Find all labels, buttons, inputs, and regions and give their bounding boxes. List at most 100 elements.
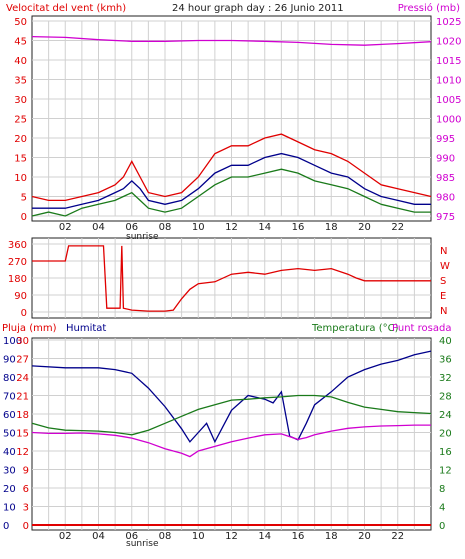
p3-rain-tick-2: 6 (23, 484, 29, 495)
p3-series-1 (31, 394, 432, 436)
p1-right-tick-3: 990 (436, 154, 455, 165)
p3-rain-tick-0: 0 (23, 521, 29, 532)
x-tick-top-6: 14 (258, 222, 271, 233)
sunrise-label-bottom: sunrise (126, 539, 159, 549)
p1-left-tick-6: 30 (14, 95, 27, 106)
p1-right-tick-5: 1000 (436, 115, 461, 126)
p3-rain-tick-3: 9 (23, 466, 29, 477)
p3-right-tick-2: 8 (439, 484, 445, 495)
p1-left-tick-7: 35 (14, 76, 27, 87)
p3-humidity-tick-7: 70 (3, 392, 16, 403)
p1-left-tick-9: 45 (14, 37, 27, 48)
p2-tick-0: 0 (21, 308, 27, 319)
x-tick-bottom-1: 04 (92, 531, 105, 542)
p3-series-0 (31, 350, 432, 444)
compass-label-3: E (440, 291, 446, 302)
compass-label-2: S (440, 276, 446, 287)
p3-rain-tick-8: 24 (16, 373, 29, 384)
p1-left-tick-4: 20 (14, 134, 27, 145)
p1-right-tick-9: 1020 (436, 37, 461, 48)
x-tick-top-5: 12 (225, 222, 238, 233)
p1-left-tick-0: 0 (21, 212, 27, 223)
x-tick-bottom-2: 06 (125, 531, 138, 542)
p2-series-0 (32, 245, 431, 312)
p3-right-tick-9: 36 (439, 355, 452, 366)
x-tick-top-3: 08 (159, 222, 172, 233)
p1-series-3 (31, 35, 432, 46)
x-tick-top-0: 02 (59, 222, 72, 233)
p1-right-tick-0: 975 (436, 212, 455, 223)
p1-left-tick-2: 10 (14, 173, 27, 184)
x-tick-top-8: 18 (325, 222, 338, 233)
p3-right-tick-8: 32 (439, 373, 452, 384)
p3-humidity-tick-0: 0 (3, 521, 9, 532)
x-tick-bottom-4: 10 (192, 531, 205, 542)
p3-right-tick-0: 0 (439, 521, 445, 532)
p3-humidity-tick-4: 40 (3, 447, 16, 458)
compass-label-1: W (440, 261, 450, 272)
x-tick-top-10: 22 (391, 222, 404, 233)
x-tick-bottom-3: 08 (159, 531, 172, 542)
p3-rain-tick-1: 3 (23, 503, 29, 514)
x-tick-top-7: 16 (292, 222, 305, 233)
p1-series-2 (31, 168, 431, 217)
p3-right-tick-10: 40 (439, 336, 452, 347)
p3-humidity-tick-5: 50 (3, 429, 16, 440)
p3-right-tick-3: 12 (439, 466, 452, 477)
p3-humidity-tick-3: 30 (3, 466, 16, 477)
p3-series-2 (31, 424, 431, 458)
p1-left-tick-1: 5 (21, 193, 27, 204)
p2-tick-1: 90 (14, 291, 27, 302)
p1-left-tick-3: 15 (14, 154, 27, 165)
x-tick-top-2: 06 (125, 222, 138, 233)
x-tick-bottom-7: 16 (292, 531, 305, 542)
p1-series-1 (32, 152, 431, 209)
compass-label-0: N (440, 246, 447, 257)
p1-right-tick-8: 1015 (436, 56, 461, 67)
dynamic-chart-layer: 0510152025303540455097598098599099510001… (3, 15, 461, 542)
compass-label-4: N (440, 306, 447, 317)
p1-right-tick-6: 1005 (436, 95, 461, 106)
x-tick-bottom-9: 20 (358, 531, 371, 542)
p3-right-tick-5: 20 (439, 429, 452, 440)
dew-point-title: Punt rosada (392, 323, 451, 334)
day-title: 24 hour graph day : 26 Junio 2011 (172, 3, 344, 14)
p1-right-tick-2: 985 (436, 173, 455, 184)
p1-right-tick-10: 1025 (436, 17, 461, 28)
pressure-title: Pressió (mb) (398, 2, 460, 14)
x-tick-bottom-5: 12 (225, 531, 238, 542)
p3-humidity-tick-9: 90 (3, 355, 16, 366)
p3-rain-tick-5: 15 (16, 429, 29, 440)
x-tick-bottom-10: 22 (391, 531, 404, 542)
x-tick-bottom-8: 18 (325, 531, 338, 542)
x-tick-top-9: 20 (358, 222, 371, 233)
p3-rain-tick-6: 18 (16, 410, 29, 421)
p3-humidity-tick-8: 80 (3, 373, 16, 384)
p3-rain-tick-4: 12 (16, 447, 29, 458)
p3-rain-tick-10: 30 (16, 336, 29, 347)
x-tick-bottom-0: 02 (59, 531, 72, 542)
p1-left-tick-8: 40 (14, 56, 27, 67)
p3-rain-tick-9: 27 (16, 355, 29, 366)
p1-right-tick-7: 1010 (436, 76, 461, 87)
p1-right-tick-4: 995 (436, 134, 455, 145)
p2-tick-2: 180 (8, 274, 27, 285)
wind-speed-title: Velocitat del vent (kmh) (6, 3, 126, 14)
x-tick-top-1: 04 (92, 222, 105, 233)
p3-humidity-tick-1: 10 (3, 503, 16, 514)
p3-humidity-tick-2: 20 (3, 484, 16, 495)
temperature-title: Temperatura (°C) (311, 323, 399, 334)
x-tick-bottom-6: 14 (258, 531, 271, 542)
p2-tick-4: 360 (8, 240, 27, 251)
p1-series-0 (31, 133, 432, 202)
p1-right-tick-1: 980 (436, 193, 455, 204)
p3-humidity-tick-10: 100 (3, 336, 22, 347)
p3-humidity-tick-6: 60 (3, 410, 16, 421)
p1-left-tick-5: 25 (14, 115, 27, 126)
sunrise-label-top: sunrise (126, 232, 159, 242)
p3-right-tick-4: 16 (439, 447, 452, 458)
p3-rain-tick-7: 21 (16, 392, 29, 403)
